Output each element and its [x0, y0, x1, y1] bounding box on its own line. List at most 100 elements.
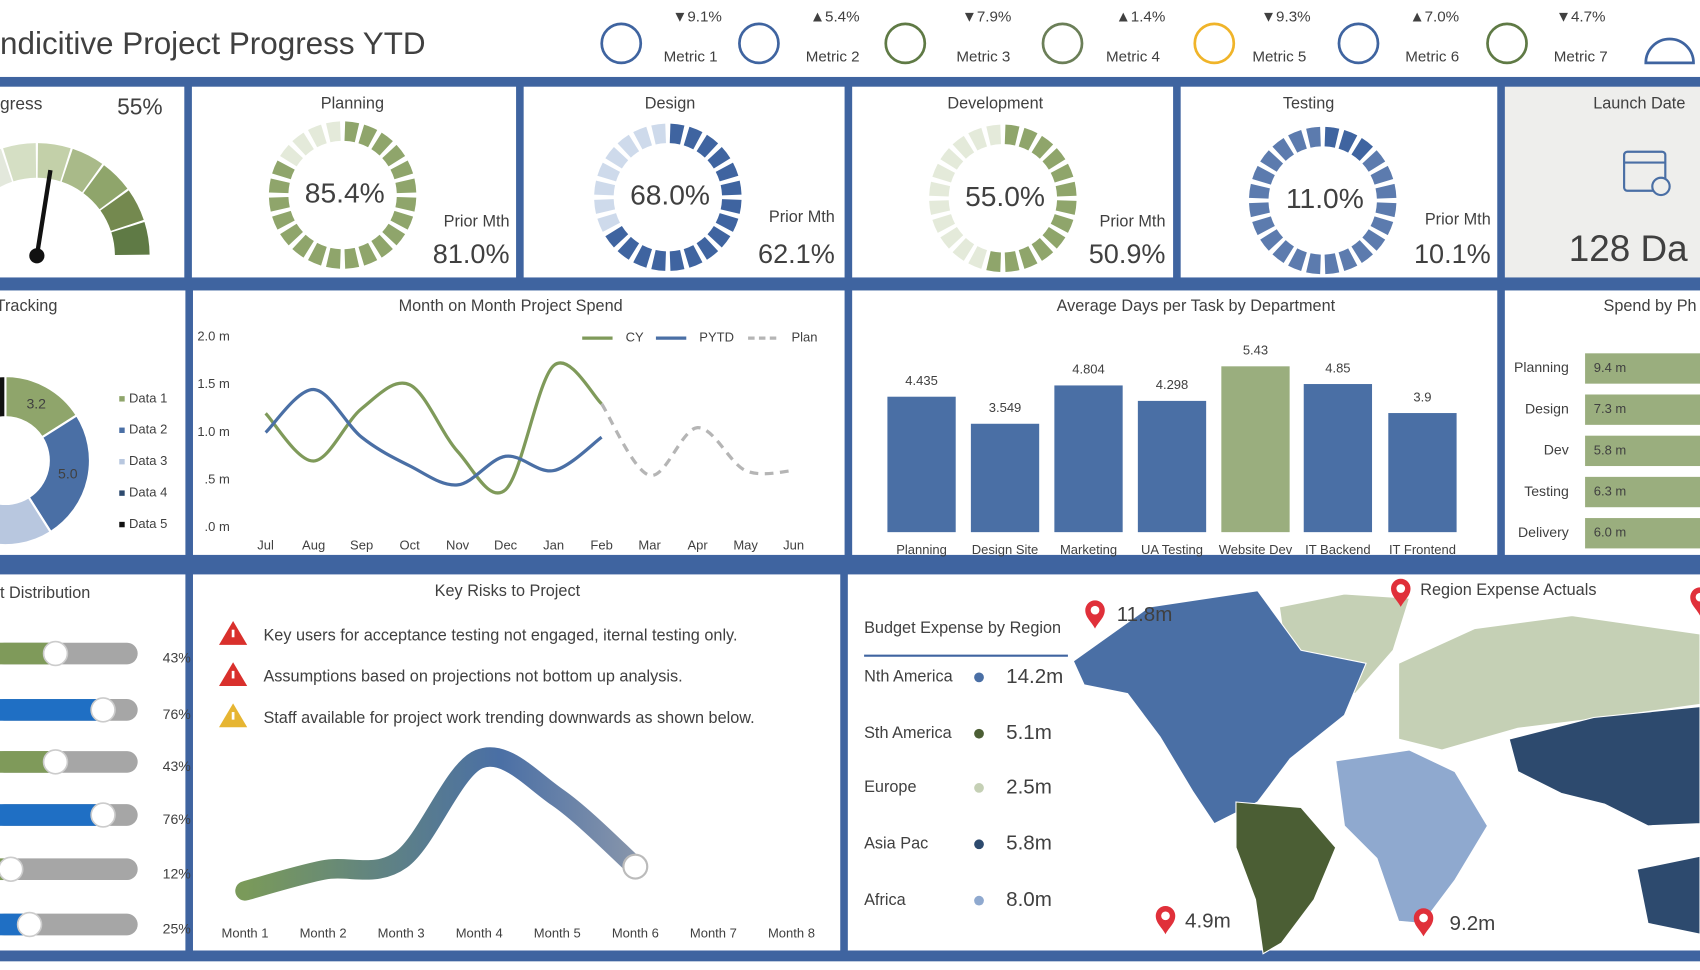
legend-label: CY: [626, 330, 644, 345]
panel-title: Launch Date: [1593, 94, 1685, 112]
ring-segment: [382, 144, 406, 167]
gauge-segment: [83, 165, 128, 210]
ring-segment: [358, 124, 378, 148]
progress-value: 55%: [117, 93, 163, 119]
region-dot: [974, 895, 984, 906]
ring-segment: [1050, 163, 1074, 183]
metric-label: Metric 7: [1554, 48, 1608, 65]
data-label: 6.0 m: [1594, 525, 1627, 540]
x-tick-label: Month 4: [456, 926, 503, 941]
chart-title: t Distribution: [0, 584, 90, 602]
ring-segment: [1338, 248, 1358, 271]
ring-segment: [395, 178, 417, 194]
x-tick-label: Month 2: [300, 926, 347, 941]
legend-swatch: [119, 396, 125, 402]
ring-segment: [280, 223, 303, 246]
legend-label: PYTD: [699, 330, 734, 345]
map-pin-label: 9.2m: [1450, 912, 1496, 935]
ring-segment: [1018, 127, 1038, 151]
metric-icon: [1486, 22, 1528, 65]
x-tick-label: Sep: [350, 538, 373, 553]
ring-segment: [1004, 124, 1020, 146]
ring-segment: [1260, 150, 1284, 172]
x-tick-label: Jul: [257, 538, 274, 553]
gauge-segment: [61, 148, 103, 193]
ring-segment: [371, 132, 393, 156]
data-label: 4.85: [1325, 360, 1350, 375]
ring-segment: [1306, 253, 1321, 275]
ring-segment: [1306, 126, 1321, 148]
data-label: 43%: [163, 650, 192, 666]
metric-change: ▲1.4%: [1116, 8, 1166, 25]
region-value: 8.0m: [1006, 888, 1052, 911]
x-tick-label: May: [733, 538, 758, 553]
ring-segment: [1351, 240, 1373, 263]
ring-segment: [597, 162, 620, 182]
gauge-segment: [3, 143, 37, 182]
ring-segment: [1375, 202, 1397, 218]
ring-segment: [929, 200, 951, 215]
ring-segment: [395, 196, 417, 212]
metric-change: ▼9.1%: [672, 8, 722, 25]
ring-segment: [326, 121, 341, 143]
ring-segment: [696, 236, 719, 260]
ring-segment: [617, 236, 640, 260]
bar: [1585, 435, 1700, 467]
legend-swatch: [119, 521, 125, 528]
data-label: 12%: [163, 865, 192, 881]
metric-change: ▼7.9%: [962, 8, 1012, 25]
metric-change: ▼9.3%: [1261, 8, 1311, 25]
ring-segment: [1272, 138, 1294, 161]
line-series: [264, 387, 603, 487]
ring-segment: [597, 213, 620, 232]
data-label: 76%: [163, 706, 192, 722]
ring-segment: [715, 213, 739, 232]
region-value: 14.2m: [1006, 665, 1063, 688]
ring-segment: [932, 163, 956, 183]
ring-segment: [1370, 165, 1394, 185]
risk-text: Key users for acceptance testing not eng…: [263, 626, 737, 644]
prior-label: Prior Mth: [1100, 212, 1166, 230]
x-tick-label: Jun: [783, 538, 804, 553]
ring-segment: [605, 146, 629, 169]
ring-segment: [272, 160, 295, 180]
phase-title: Design: [645, 94, 696, 112]
gauge-pivot: [29, 248, 45, 264]
y-tick-label: Delivery: [1518, 524, 1570, 540]
bar: [970, 423, 1040, 533]
data-label: 7.3 m: [1594, 401, 1627, 416]
chart-title: Tracking: [0, 297, 57, 315]
y-tick-label: 1.5 m: [197, 376, 230, 391]
ring-segment: [715, 162, 739, 182]
y-tick-label: 1.0 m: [197, 424, 230, 439]
slider-knob: [42, 640, 69, 667]
panel-title: gress: [0, 94, 43, 114]
ring-segment: [617, 134, 640, 158]
bar: [1054, 385, 1123, 533]
x-tick-label: Month 5: [534, 926, 581, 941]
y-tick-label: .0 m: [205, 519, 230, 534]
y-tick-label: Dev: [1544, 442, 1569, 458]
gauge-icon: [1644, 37, 1695, 65]
ring-segment: [633, 245, 653, 268]
ring-segment: [986, 124, 1001, 146]
metric-label: Metric 3: [956, 48, 1010, 65]
ring-segment: [1018, 246, 1038, 269]
map-pin-hole: [1161, 911, 1170, 921]
phase-ring: [594, 123, 742, 271]
phase-title: Planning: [321, 94, 384, 112]
region-dot: [974, 839, 984, 850]
ring-segment: [651, 123, 666, 145]
metric-label: Metric 1: [664, 48, 718, 65]
data-label: 9.4 m: [1594, 360, 1627, 375]
x-tick-label: IT Backend: [1305, 542, 1371, 557]
slider-knob: [90, 697, 116, 723]
slider-knob: [16, 911, 43, 938]
ring-segment: [272, 210, 295, 230]
ring-segment: [1031, 135, 1054, 159]
data-label: 43%: [163, 758, 192, 774]
phase-ring: [1249, 126, 1397, 275]
x-tick-label: Mar: [638, 538, 661, 553]
metric-icon: [1337, 22, 1380, 65]
metric-icon: [1041, 22, 1084, 65]
